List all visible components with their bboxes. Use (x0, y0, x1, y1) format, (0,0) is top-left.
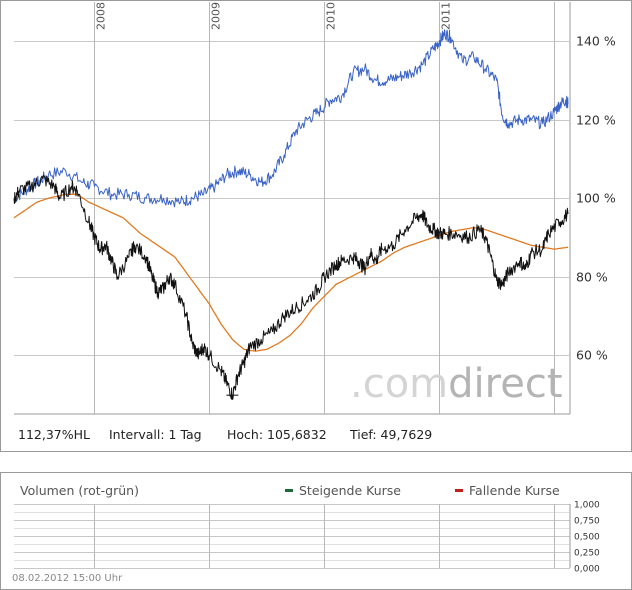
y-tick-label: 120 % (576, 113, 616, 128)
legend-falling-label: Fallende Kurse (469, 483, 560, 498)
price-chart-panel (0, 0, 632, 452)
current-value: 112,37%HL (18, 427, 90, 442)
price-chart: .comdirect 140 % 120 % 100 % 80 % 60 % 2008 20… (13, 2, 616, 415)
series-line-0 (13, 29, 569, 208)
high-value: Hoch: 105,6832 (227, 427, 327, 442)
series-line-2 (13, 193, 569, 352)
y-tick-label: 60 % (576, 348, 608, 363)
volume-title: Volumen (rot-grün) (20, 483, 139, 498)
comdirect-watermark: .comdirect (350, 361, 563, 407)
watermark-dark: direct (448, 361, 562, 407)
legend-rising: Steigende Kurse (285, 483, 401, 498)
interval-label[interactable]: Intervall: 1 Tag (109, 427, 202, 442)
falling-swatch (455, 489, 463, 492)
y-tick-label: 100 % (576, 191, 616, 206)
y-tick-label: 140 % (576, 34, 616, 49)
x-tick-label: 2010 (325, 2, 338, 30)
y-tick-label: 80 % (576, 270, 608, 285)
volume-chart-panel (0, 472, 632, 590)
timestamp: 08.02.2012 15:00 Uhr (12, 573, 123, 584)
x-tick-label: 2009 (210, 2, 223, 30)
low-value: Tief: 49,7629 (350, 427, 433, 442)
legend-falling: Fallende Kurse (455, 483, 560, 498)
watermark-light: .com (350, 361, 448, 407)
watermark-text: .comdirect (350, 361, 563, 407)
series-line-1 (13, 174, 569, 400)
rising-swatch (285, 489, 293, 492)
x-tick-label: 2011 (440, 2, 453, 30)
legend-rising-label: Steigende Kurse (299, 483, 401, 498)
x-tick-label: 2008 (95, 2, 108, 30)
